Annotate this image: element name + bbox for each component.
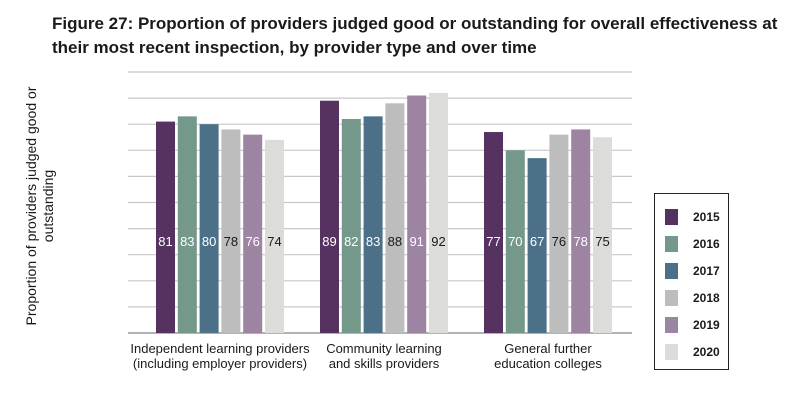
legend-swatch xyxy=(665,344,678,360)
bar-value-label: 89 xyxy=(322,234,336,249)
bar-2016-3 xyxy=(505,150,525,333)
bar-value-label: 77 xyxy=(486,234,500,249)
bar-2019-2 xyxy=(407,95,427,334)
bar-value-labels: 81 83 80 78 76 74 89 82 83 88 91 92 77 70 67 76 78 75 xyxy=(158,234,609,249)
category-label: Independent learning providers xyxy=(130,341,310,356)
legend-swatch xyxy=(665,290,678,306)
bar-2018-1 xyxy=(221,129,241,333)
legend-label: 2016 xyxy=(693,237,720,251)
category-label: education colleges xyxy=(494,356,602,371)
legend-swatch xyxy=(665,236,678,252)
legend-label: 2019 xyxy=(693,318,720,332)
bar-value-label: 83 xyxy=(366,234,380,249)
bar-value-label: 78 xyxy=(224,234,238,249)
chart-title: Figure 27: Proportion of providers judge… xyxy=(52,14,778,57)
bar-2015-2 xyxy=(320,100,339,334)
bar-value-label: 67 xyxy=(530,234,544,249)
category-label: and skills providers xyxy=(329,356,440,371)
bar-2018-2 xyxy=(385,103,405,333)
bar-2015-1 xyxy=(156,121,175,333)
bar-2016-2 xyxy=(341,118,361,333)
bar-value-label: 76 xyxy=(552,234,566,249)
bar-value-label: 70 xyxy=(508,234,522,249)
bars xyxy=(156,92,612,334)
bar-value-label: 91 xyxy=(409,234,423,249)
bar-value-label: 92 xyxy=(431,234,445,249)
legend-label: 2015 xyxy=(693,210,720,224)
bar-value-label: 81 xyxy=(158,234,172,249)
bar-value-label: 82 xyxy=(344,234,358,249)
bar-value-label: 88 xyxy=(388,234,402,249)
bar-value-label: 74 xyxy=(267,234,281,249)
bar-2016-1 xyxy=(177,116,197,334)
bar-2017-3 xyxy=(527,158,547,333)
bar-value-label: 75 xyxy=(595,234,609,249)
bar-value-label: 80 xyxy=(202,234,216,249)
bar-value-label: 78 xyxy=(573,234,587,249)
legend-swatch xyxy=(665,209,678,225)
bar-2020-2 xyxy=(429,92,448,333)
bar-value-label: 83 xyxy=(180,234,194,249)
legend-label: 2020 xyxy=(693,345,720,359)
bar-2020-3 xyxy=(593,137,612,333)
category-label: General further xyxy=(504,341,592,356)
bar-2019-1 xyxy=(243,134,263,333)
bar-2019-3 xyxy=(571,129,591,333)
legend-label: 2018 xyxy=(693,291,720,305)
bar-2017-2 xyxy=(363,116,383,334)
category-label: (including employer providers) xyxy=(133,356,307,371)
legend-swatch xyxy=(665,317,678,333)
legend-swatch xyxy=(665,263,678,279)
legend-label: 2017 xyxy=(693,264,720,278)
bar-value-label: 76 xyxy=(245,234,259,249)
bar-2015-3 xyxy=(484,132,503,333)
bar-2017-1 xyxy=(199,124,219,333)
bar-2018-3 xyxy=(549,134,569,333)
bar-2020-1 xyxy=(265,139,284,333)
legend: 2015 2016 2017 2018 2019 2020 xyxy=(654,193,729,370)
category-label: Community learning xyxy=(326,341,442,356)
category-labels: Independent learning providers(including… xyxy=(130,341,602,371)
